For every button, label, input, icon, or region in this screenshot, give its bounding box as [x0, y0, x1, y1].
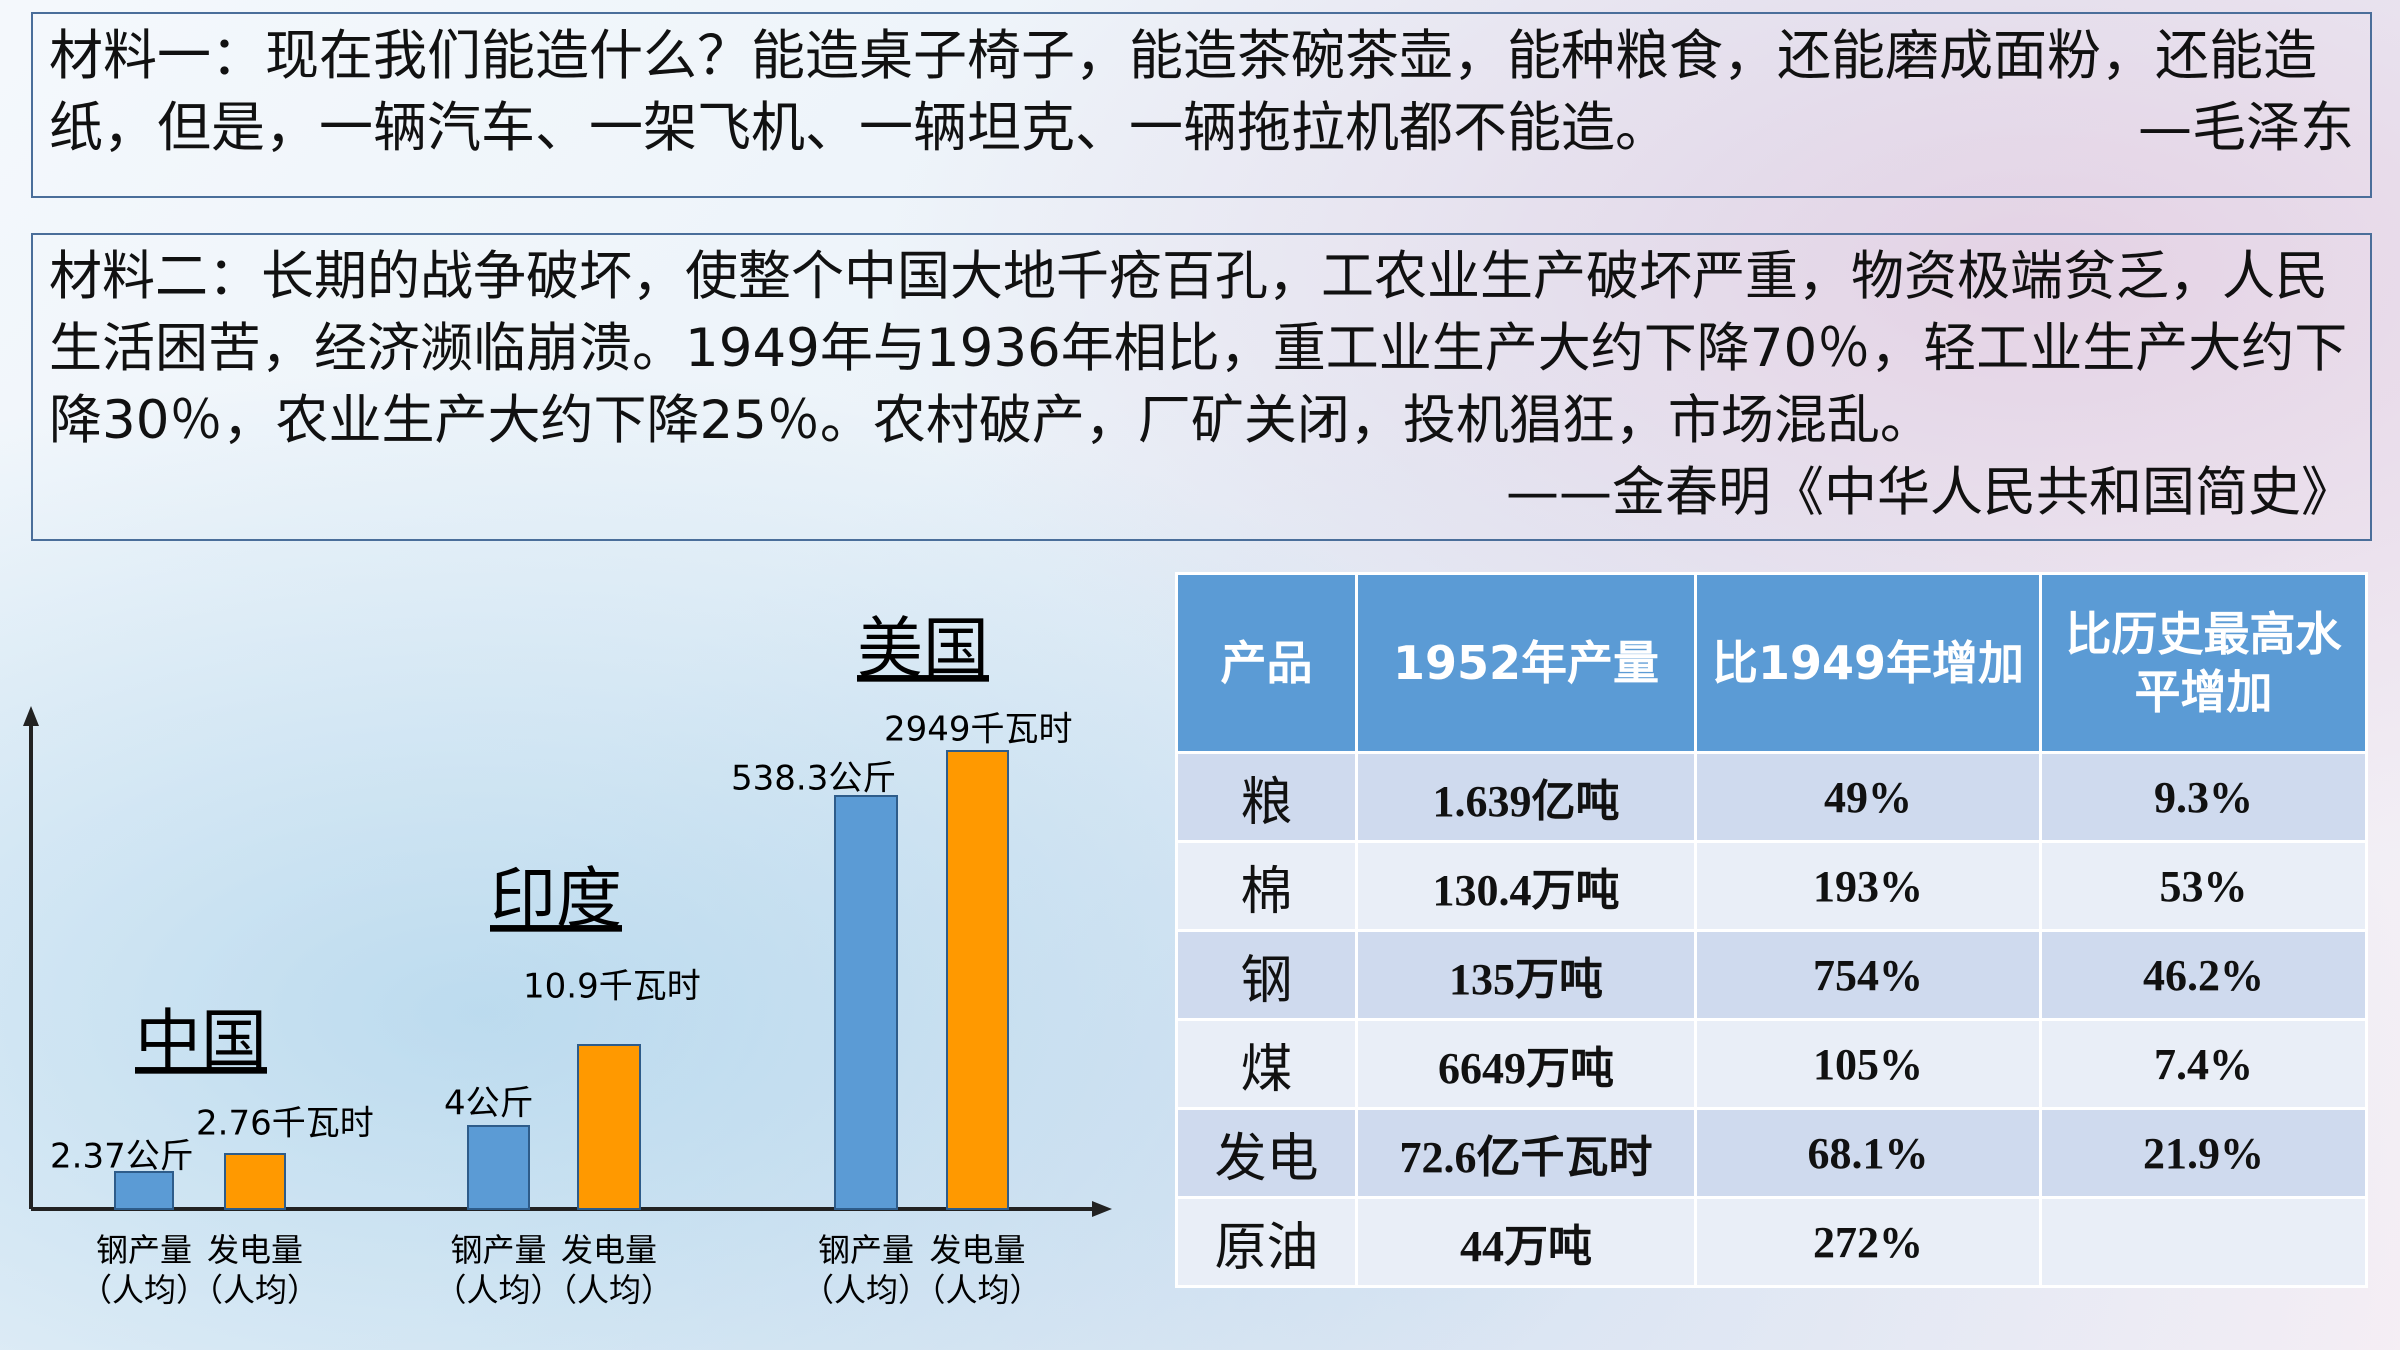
table-cell: 9.3%: [2039, 751, 2368, 843]
table-cell: 72.6亿千瓦时: [1355, 1107, 1697, 1199]
category-label: 发电量: [207, 1231, 303, 1269]
header-cell: 比历史最高水平增加: [2039, 572, 2368, 754]
value-label: 2949千瓦时: [884, 710, 1073, 750]
table-row: 粮 1.639亿吨 49% 9.3%: [1175, 751, 2368, 843]
category-label: （人均）: [545, 1271, 673, 1309]
table-cell: 135万吨: [1355, 929, 1697, 1021]
bar: [577, 1044, 641, 1210]
category-label: （人均）: [913, 1271, 1041, 1309]
header-cell: 比1949年增加: [1694, 572, 2042, 754]
table-cell: 46.2%: [2039, 929, 2368, 1021]
material-two: 材料二：长期的战争破坏，使整个中国大地千疮百孔，工农业生产破坏严重，物资极端贫乏…: [31, 233, 2372, 541]
value-label: 10.9千瓦时: [523, 967, 701, 1007]
table-cell: 272%: [1694, 1196, 2042, 1288]
value-label: 2.76千瓦时: [196, 1104, 374, 1144]
category-label: 钢产量: [450, 1231, 546, 1269]
table-row: 钢 135万吨 754% 46.2%: [1175, 929, 2368, 1021]
bar: [224, 1153, 286, 1210]
x-arrow: [1092, 1201, 1112, 1217]
bar: [467, 1125, 530, 1210]
material-text: 材料二：长期的战争破坏，使整个中国大地千疮百孔，工农业生产破坏严重，物资极端贫乏…: [49, 246, 2348, 451]
table-row: 煤 6649万吨 105% 7.4%: [1175, 1018, 2368, 1110]
value-label: 2.37公斤: [50, 1137, 194, 1177]
table-cell: 193%: [1694, 840, 2042, 932]
category-label: （人均）: [80, 1271, 208, 1309]
table-cell: 棉: [1175, 840, 1358, 932]
table-cell: 发电: [1175, 1107, 1358, 1199]
material-source: —毛泽东: [2138, 96, 2354, 159]
material-text: 材料一：现在我们能造什么？能造桌子椅子，能造茶碗茶壶，能种粮食，还能磨成面粉，还…: [49, 24, 2317, 159]
header-cell: 产品: [1175, 572, 1358, 754]
table-cell: 49%: [1694, 751, 2042, 843]
category-label: （人均）: [434, 1271, 562, 1309]
table-cell: 原油: [1175, 1196, 1358, 1288]
country-label: 美国: [857, 610, 989, 687]
production-table: 产品 1952年产量 比1949年增加 比历史最高水平增加粮 1.639亿吨 49% 9.3…: [1175, 572, 2368, 1288]
country-label: 印度: [490, 860, 622, 937]
bar: [114, 1171, 174, 1210]
table-cell: 1.639亿吨: [1355, 751, 1697, 843]
table-cell: 21.9%: [2039, 1107, 2368, 1199]
table-cell: 煤: [1175, 1018, 1358, 1110]
header-cell: 1952年产量: [1355, 572, 1697, 754]
value-label: 4公斤: [444, 1084, 534, 1124]
category-label: 钢产量: [818, 1231, 914, 1269]
material-source: ——金春明《中华人民共和国简史》: [1506, 462, 2354, 523]
table-cell: 钢: [1175, 929, 1358, 1021]
table-row: 发电 72.6亿千瓦时 68.1% 21.9%: [1175, 1107, 2368, 1199]
y-arrow: [23, 706, 39, 726]
table-cell: 粮: [1175, 751, 1358, 843]
category-label: 钢产量: [96, 1231, 192, 1269]
table-cell: 53%: [2039, 840, 2368, 932]
table-row: 原油 44万吨 272%: [1175, 1196, 2368, 1288]
bar: [834, 795, 898, 1210]
table-row: 棉 130.4万吨 193% 53%: [1175, 840, 2368, 932]
table-cell: [2039, 1196, 2368, 1288]
category-label: （人均）: [802, 1271, 930, 1309]
table-cell: 7.4%: [2039, 1018, 2368, 1110]
value-label: 538.3公斤: [731, 759, 896, 799]
table-cell: 6649万吨: [1355, 1018, 1697, 1110]
table-cell: 105%: [1694, 1018, 2042, 1110]
comparison-diagram: 中国2.37公斤钢产量（人均）2.76千瓦时发电量（人均）印度4公斤钢产量（人均…: [23, 610, 1112, 1309]
table-cell: 68.1%: [1694, 1107, 2042, 1199]
category-label: 发电量: [561, 1231, 657, 1269]
category-label: （人均）: [191, 1271, 319, 1309]
country-label: 中国: [135, 1002, 267, 1079]
header-row: 产品 1952年产量 比1949年增加 比历史最高水平增加: [1175, 572, 2368, 754]
table-cell: 44万吨: [1355, 1196, 1697, 1288]
table-cell: 754%: [1694, 929, 2042, 1021]
category-label: 发电量: [929, 1231, 1025, 1269]
table-cell: 130.4万吨: [1355, 840, 1697, 932]
bar: [946, 750, 1009, 1210]
material-one: 材料一：现在我们能造什么？能造桌子椅子，能造茶碗茶壶，能种粮食，还能磨成面粉，还…: [31, 12, 2372, 198]
